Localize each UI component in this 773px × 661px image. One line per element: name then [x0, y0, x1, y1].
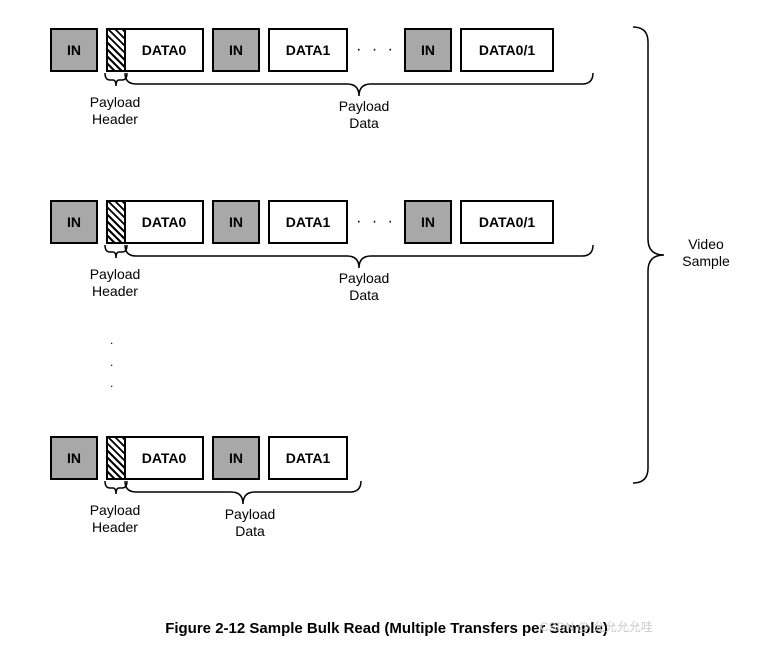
- transfer-row-2: IN DATA0 IN DATA1 · · · IN DATA0/1: [50, 200, 554, 244]
- transfer-row-1: IN DATA0 IN DATA1 · · · IN DATA0/1: [50, 28, 554, 72]
- in-box: IN: [212, 200, 260, 244]
- vertical-dots: ...: [110, 330, 113, 395]
- data0-box: DATA0: [124, 436, 204, 480]
- transfer-row-3: IN DATA0 IN DATA1: [50, 436, 348, 480]
- in-box: IN: [404, 200, 452, 244]
- payload-header-label-2: PayloadHeader: [80, 266, 150, 300]
- data0-with-header: DATA0: [106, 436, 204, 480]
- data0-box: DATA0: [124, 28, 204, 72]
- payload-header-label-1: PayloadHeader: [80, 94, 150, 128]
- in-box: IN: [50, 200, 98, 244]
- payload-data-label-3: PayloadData: [210, 506, 290, 540]
- payload-data-label-2: PayloadData: [324, 270, 404, 304]
- figure-caption: Figure 2-12 Sample Bulk Read (Multiple T…: [0, 620, 773, 637]
- data1-box: DATA1: [268, 200, 348, 244]
- payload-header-label-3: PayloadHeader: [80, 502, 150, 536]
- video-sample-label: VideoSample: [676, 236, 736, 270]
- payload-data-label-1: PayloadData: [324, 98, 404, 132]
- payload-data-brace-1: [124, 72, 594, 98]
- payload-header-hatch: [106, 436, 124, 480]
- watermark: CSDN @ 允允允允哇: [540, 618, 653, 635]
- in-box: IN: [50, 436, 98, 480]
- horizontal-dots: · · ·: [356, 213, 396, 231]
- data0-box: DATA0: [124, 200, 204, 244]
- in-box: IN: [50, 28, 98, 72]
- payload-header-hatch: [106, 200, 124, 244]
- payload-data-brace-3: [124, 480, 362, 506]
- horizontal-dots: · · ·: [356, 41, 396, 59]
- in-box: IN: [212, 436, 260, 480]
- in-box: IN: [404, 28, 452, 72]
- data01-box: DATA0/1: [460, 28, 554, 72]
- data0-with-header: DATA0: [106, 28, 204, 72]
- data01-box: DATA0/1: [460, 200, 554, 244]
- video-sample-brace: [632, 26, 672, 484]
- payload-data-brace-2: [124, 244, 594, 270]
- in-box: IN: [212, 28, 260, 72]
- data1-box: DATA1: [268, 28, 348, 72]
- data1-box: DATA1: [268, 436, 348, 480]
- payload-header-hatch: [106, 28, 124, 72]
- data0-with-header: DATA0: [106, 200, 204, 244]
